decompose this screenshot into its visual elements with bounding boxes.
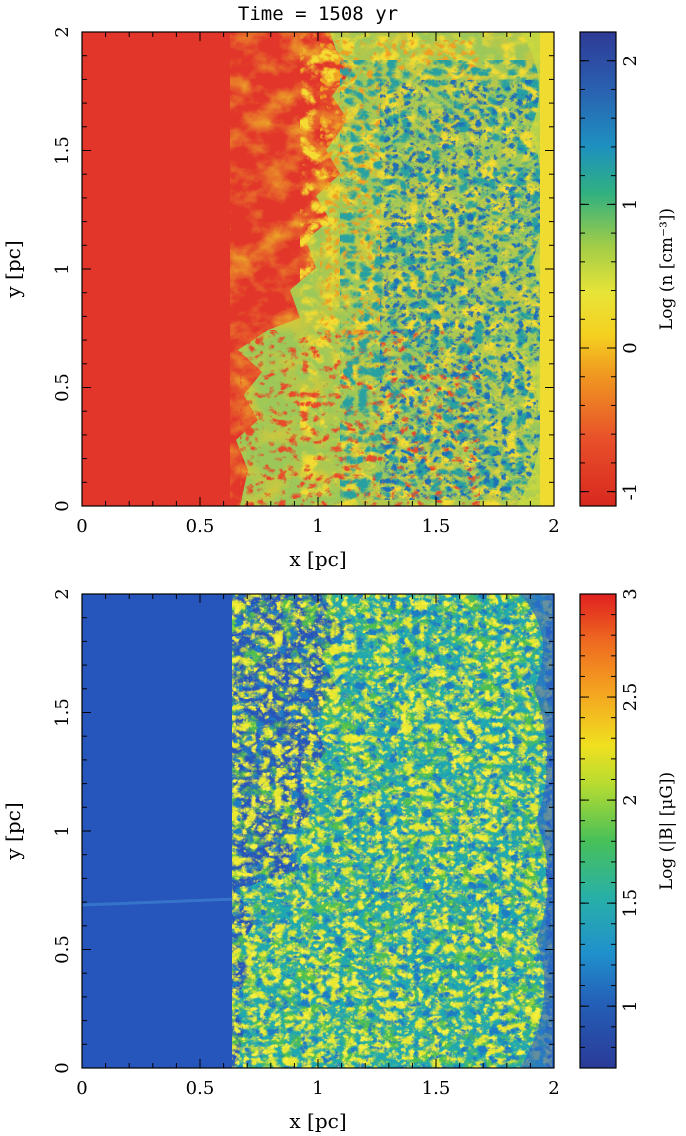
bfield-panel: 0 0.5 1 1.5 2 0 0.5 1 1.5 2 x [pc] y [pc] 1 1.5 2 2.…: [1, 588, 677, 1133]
colorbar-tick-label: 1: [620, 199, 641, 210]
density-ylabel: y [pc]: [1, 240, 25, 298]
colorbar-tick-label: 2: [620, 55, 641, 66]
y-tick-label: 0.5: [52, 373, 73, 402]
x-tick-label: 2: [548, 1078, 559, 1099]
colorbar-tick-label: 2: [620, 794, 641, 805]
colorbar-tick-label: 1: [620, 1000, 641, 1011]
y-tick-label: 0: [52, 1062, 73, 1073]
x-tick-label: 1.5: [422, 516, 451, 537]
x-tick-label: 1: [312, 1078, 323, 1099]
x-tick-label: 1: [312, 516, 323, 537]
bfield-colorbar-label: Log (|B| [μG]): [657, 772, 677, 890]
x-tick-label: 0: [76, 1078, 87, 1099]
chart-title: Time = 1508 yr: [238, 3, 398, 25]
y-tick-label: 1: [52, 825, 73, 836]
x-tick-label: 0.5: [186, 516, 215, 537]
colorbar-tick-label: 2.5: [620, 683, 641, 712]
x-tick-label: 2: [548, 516, 559, 537]
density-colorbar-ticks: -1 0 1 2: [580, 31, 641, 501]
bfield-filament: [82, 896, 261, 907]
density-colorbar: [579, 31, 617, 507]
colorbar-tick-label: 0: [620, 342, 641, 353]
bfield-colorbar: [579, 593, 617, 1069]
bfield-axes: 0 0.5 1 1.5 2 0 0.5 1 1.5 2: [52, 588, 560, 1099]
y-tick-label: 2: [52, 26, 73, 37]
density-panel: 0 0.5 1 1.5 2 0 0.5 1 1.5 2 x [pc] y [pc] -1 0 1 2 L…: [1, 26, 677, 571]
density-xlabel: x [pc]: [289, 547, 346, 571]
x-tick-label: 0.5: [186, 1078, 215, 1099]
y-tick-label: 1: [52, 263, 73, 274]
y-tick-label: 2: [52, 588, 73, 599]
y-tick-label: 1.5: [52, 698, 73, 727]
bfield-xlabel: x [pc]: [289, 1109, 346, 1133]
density-heatmap: [82, 32, 554, 506]
bfield-ylabel: y [pc]: [1, 802, 25, 860]
bfield-colorbar-ticks: 1 1.5 2 2.5 3: [580, 588, 641, 1069]
x-tick-label: 1.5: [422, 1078, 451, 1099]
colorbar-tick-label: -1: [620, 483, 641, 501]
bfield-heatmap: [82, 594, 554, 1068]
y-tick-label: 1.5: [52, 136, 73, 165]
density-colorbar-label: Log (n [cm⁻³]): [657, 208, 677, 330]
colorbar-tick-label: 3: [620, 588, 641, 599]
x-tick-label: 0: [76, 516, 87, 537]
y-tick-label: 0: [52, 500, 73, 511]
y-tick-label: 0.5: [52, 935, 73, 964]
colorbar-tick-label: 1.5: [620, 889, 641, 918]
density-axes: 0 0.5 1 1.5 2 0 0.5 1 1.5 2: [52, 26, 560, 537]
